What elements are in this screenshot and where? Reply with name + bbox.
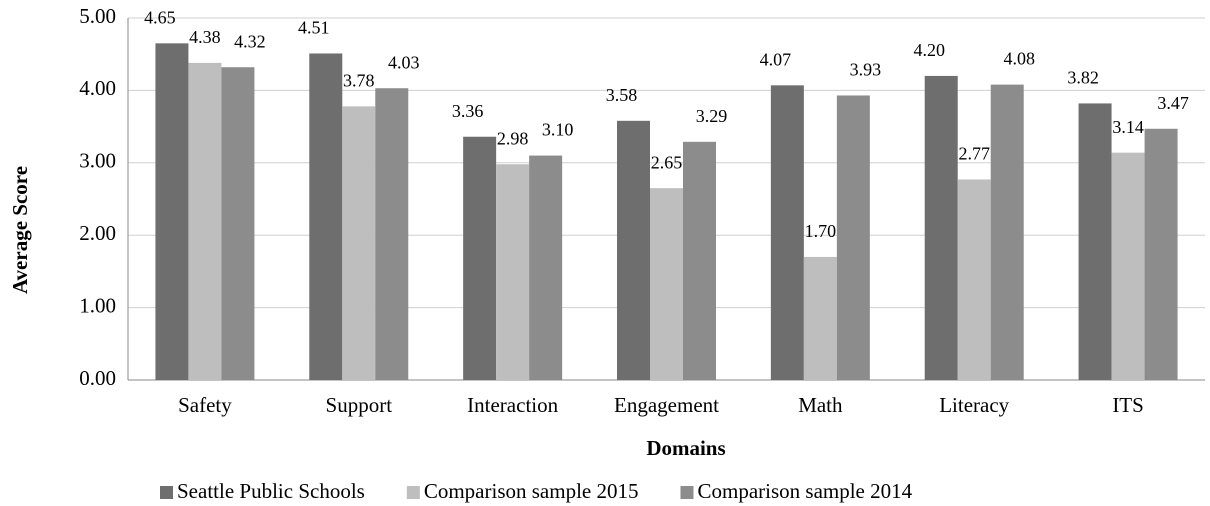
- y-tick-label: 3.00: [79, 149, 116, 173]
- bar: [463, 136, 497, 380]
- legend-swatch: [160, 486, 173, 499]
- data-label: 4.32: [234, 31, 266, 51]
- data-label: 4.20: [913, 40, 945, 60]
- data-label: 3.14: [1112, 117, 1144, 137]
- bar: [803, 256, 837, 380]
- data-label: 3.36: [452, 101, 484, 121]
- bar: [496, 164, 530, 380]
- data-label: 3.82: [1067, 68, 1099, 88]
- bar: [188, 62, 222, 380]
- bar: [1078, 103, 1112, 380]
- bar: [924, 75, 958, 381]
- bar: [836, 95, 870, 380]
- bar: [375, 88, 409, 380]
- y-axis-label: Average Score: [8, 166, 32, 294]
- y-tick-label: 1.00: [79, 293, 116, 317]
- y-tick-label: 4.00: [79, 76, 116, 100]
- x-tick-label: Safety: [178, 393, 232, 417]
- bar: [309, 53, 343, 380]
- x-tick-label: ITS: [1112, 393, 1144, 417]
- bar: [342, 106, 376, 380]
- bar: [1144, 128, 1178, 380]
- bar: [221, 67, 255, 381]
- x-tick-label: Math: [798, 393, 843, 417]
- x-tick-label: Interaction: [467, 393, 558, 417]
- legend-swatch: [680, 486, 694, 499]
- legend-label: Seattle Public Schools: [177, 479, 365, 503]
- bar: [990, 84, 1024, 380]
- data-label: 4.03: [388, 52, 420, 72]
- data-label: 3.47: [1157, 93, 1189, 113]
- bar: [155, 43, 189, 381]
- data-label: 3.58: [606, 85, 638, 105]
- data-label: 2.65: [651, 152, 683, 172]
- data-label: 2.77: [958, 144, 990, 164]
- y-tick-label: 5.00: [79, 4, 116, 28]
- data-label: 4.51: [298, 18, 330, 38]
- bar: [529, 155, 563, 380]
- bar: [770, 85, 804, 380]
- bar: [1111, 152, 1145, 380]
- data-label: 2.98: [497, 128, 529, 148]
- data-label: 3.93: [850, 60, 882, 80]
- data-label: 3.10: [542, 120, 574, 140]
- bar: [650, 188, 683, 380]
- y-tick-label: 2.00: [79, 221, 116, 245]
- bar: [617, 120, 650, 381]
- legend-label: Comparison sample 2014: [697, 479, 912, 503]
- data-label: 3.29: [696, 106, 728, 126]
- x-axis-label: Domains: [646, 436, 725, 460]
- y-tick-label: 0.00: [79, 366, 116, 390]
- data-label: 4.38: [189, 27, 221, 47]
- data-label: 4.07: [760, 49, 792, 69]
- data-label: 3.78: [343, 70, 375, 90]
- data-label: 1.70: [805, 221, 837, 241]
- data-label: 4.65: [144, 7, 176, 27]
- x-tick-label: Literacy: [939, 393, 1009, 417]
- legend-swatch: [406, 486, 420, 499]
- x-tick-label: Engagement: [614, 393, 719, 417]
- legend-label: Comparison sample 2015: [424, 479, 639, 503]
- x-tick-label: Support: [326, 393, 393, 417]
- bar: [683, 141, 716, 380]
- data-label: 4.08: [1003, 49, 1035, 69]
- bar: [957, 179, 991, 380]
